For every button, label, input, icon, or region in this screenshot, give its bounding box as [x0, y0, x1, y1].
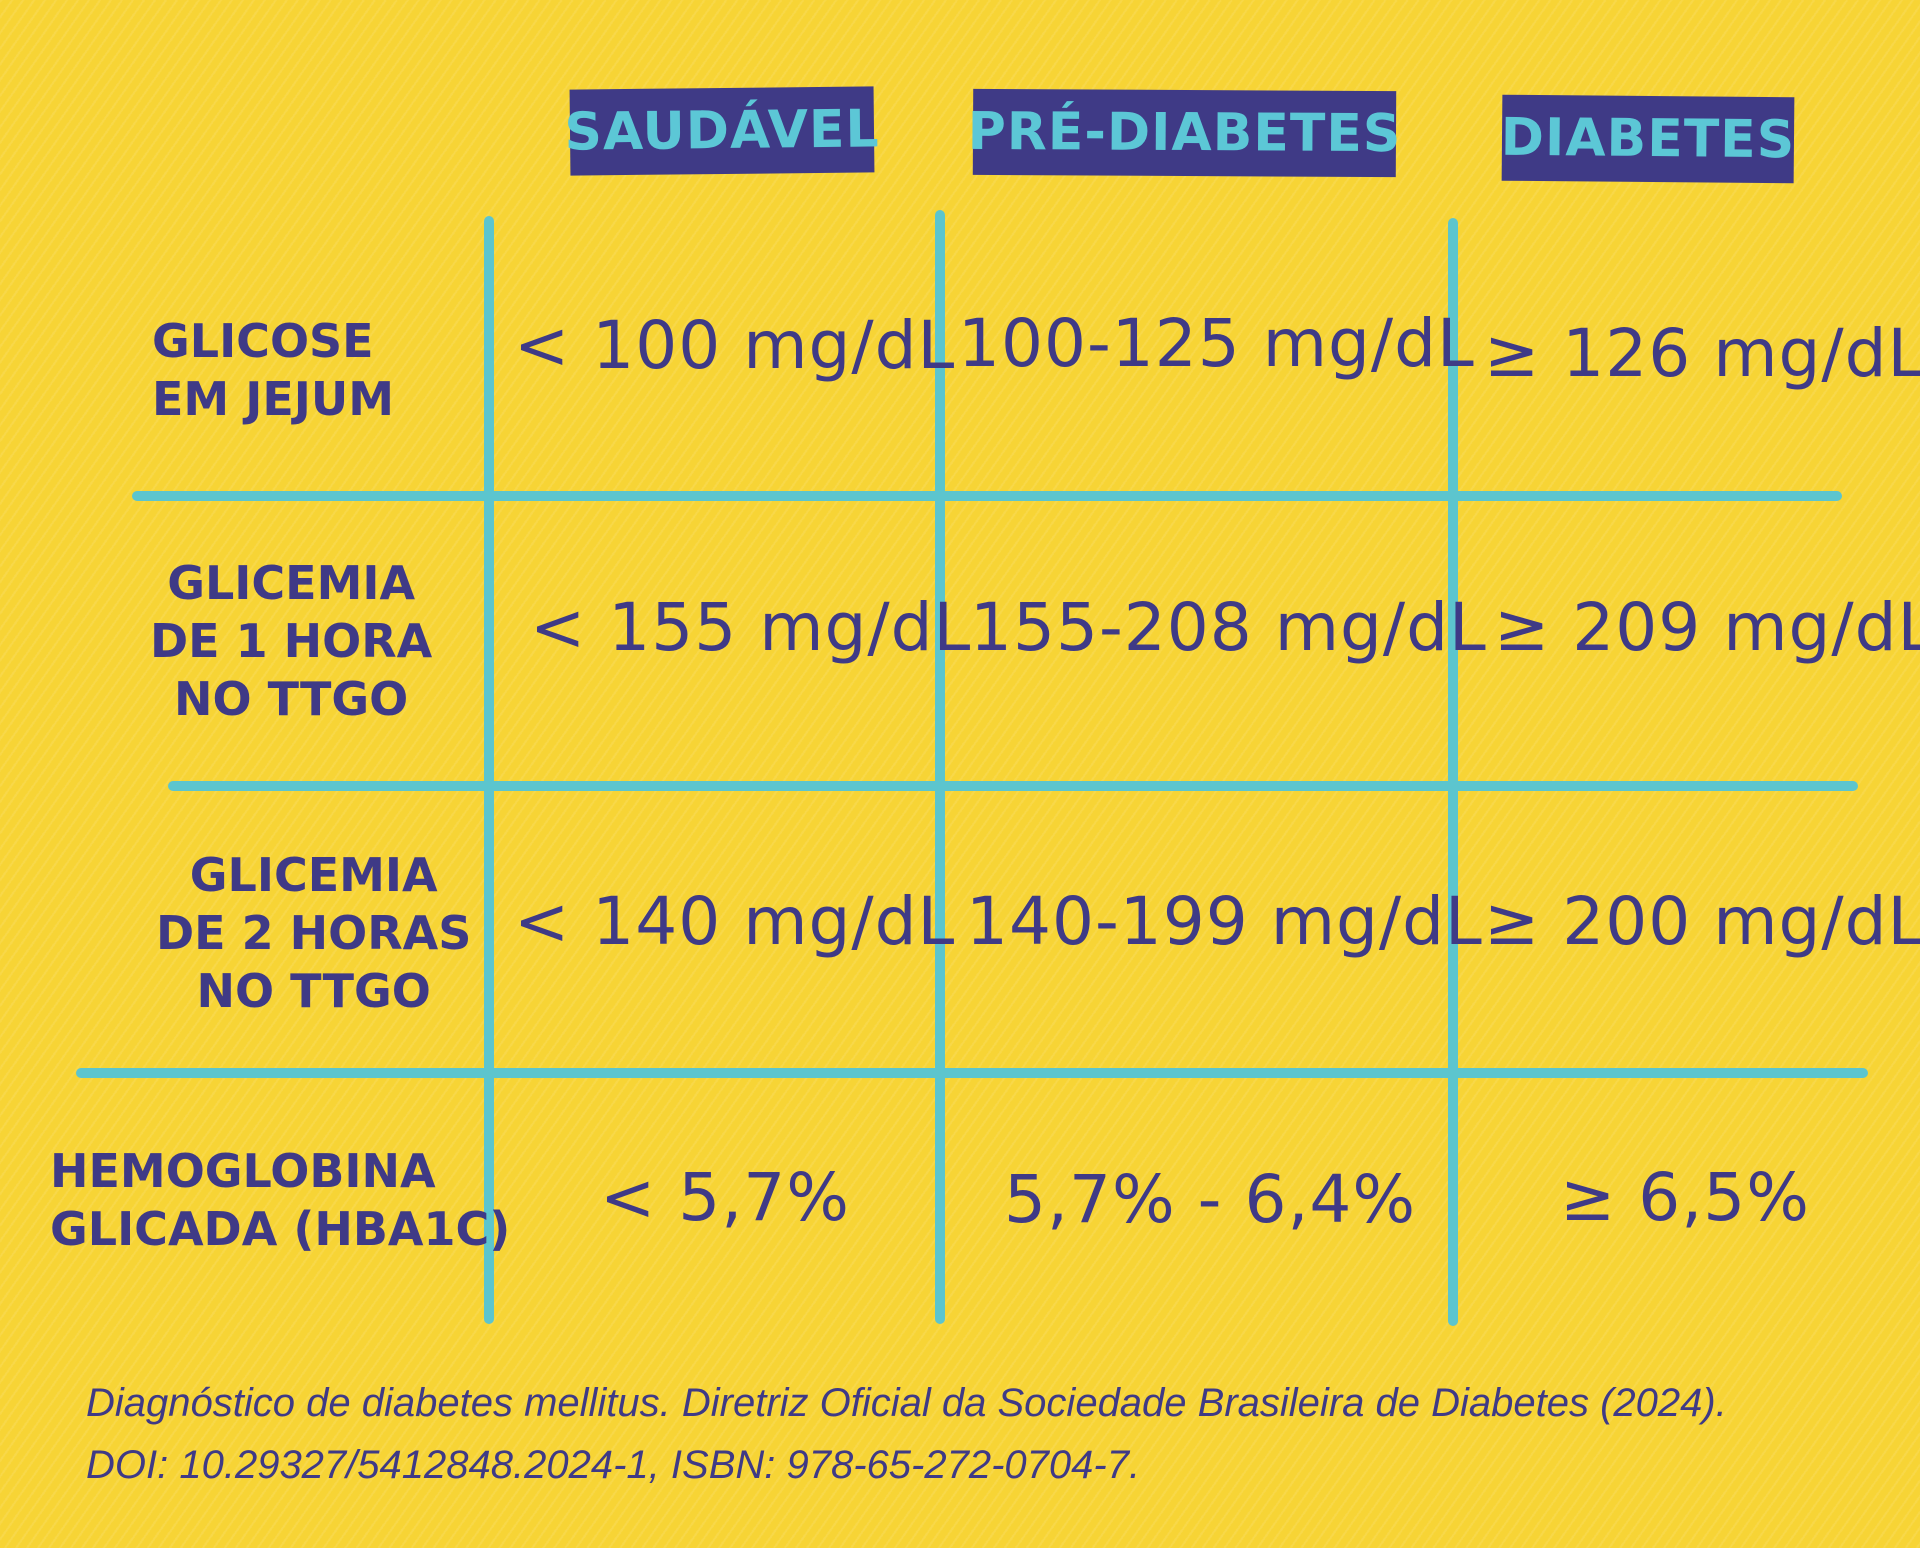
cell-glicemia-1h-diabetes: ≥ 209 mg/dL: [1494, 588, 1920, 666]
cell-hba1c-diabetes: ≥ 6,5%: [1560, 1158, 1810, 1236]
header-diabetes: DIABETES: [1501, 94, 1795, 184]
row-label-glicose-em-jejum: GLICOSE EM JEJUM: [152, 314, 394, 426]
cell-glicemia-1h-saudavel: < 155 mg/dL: [530, 588, 972, 666]
header-saudavel: SAUDÁVEL: [564, 86, 880, 176]
citation: Diagnóstico de diabetes mellitus. Diretr…: [86, 1372, 1886, 1496]
cell-glicemia-1h-pre-diabetes: 155-208 mg/dL: [970, 588, 1487, 666]
row-label-glicemia-1-hora: GLICEMIA DE 1 HORA NO TTGO: [150, 556, 433, 726]
header-pre-diabetes: PRÉ-DIABETES: [968, 88, 1401, 178]
grid-vertical-line-2: [935, 210, 945, 1324]
citation-line-1: Diagnóstico de diabetes mellitus. Diretr…: [86, 1381, 1727, 1425]
row-label-hemoglobina-glicada: HEMOGLOBINA GLICADA (HBA1C): [50, 1144, 511, 1256]
cell-glicose-diabetes: ≥ 126 mg/dL: [1484, 314, 1920, 392]
grid-vertical-line-1: [484, 216, 494, 1324]
cell-glicemia-2h-diabetes: ≥ 200 mg/dL: [1484, 882, 1920, 960]
grid-horizontal-line-2: [168, 781, 1858, 791]
cell-hba1c-saudavel: < 5,7%: [600, 1158, 850, 1236]
grid-horizontal-line-1: [132, 491, 1842, 501]
cell-hba1c-pre-diabetes: 5,7% - 6,4%: [1004, 1160, 1417, 1238]
grid-vertical-line-3: [1448, 218, 1458, 1326]
grid-horizontal-line-3: [76, 1068, 1868, 1078]
row-label-glicemia-2-horas: GLICEMIA DE 2 HORAS NO TTGO: [156, 848, 472, 1018]
cell-glicose-saudavel: < 100 mg/dL: [514, 306, 956, 384]
cell-glicemia-2h-pre-diabetes: 140-199 mg/dL: [966, 882, 1483, 960]
cell-glicemia-2h-saudavel: < 140 mg/dL: [514, 882, 956, 960]
cell-glicose-pre-diabetes: 100-125 mg/dL: [958, 304, 1475, 382]
citation-line-2: DOI: 10.29327/5412848.2024-1, ISBN: 978-…: [86, 1443, 1141, 1487]
